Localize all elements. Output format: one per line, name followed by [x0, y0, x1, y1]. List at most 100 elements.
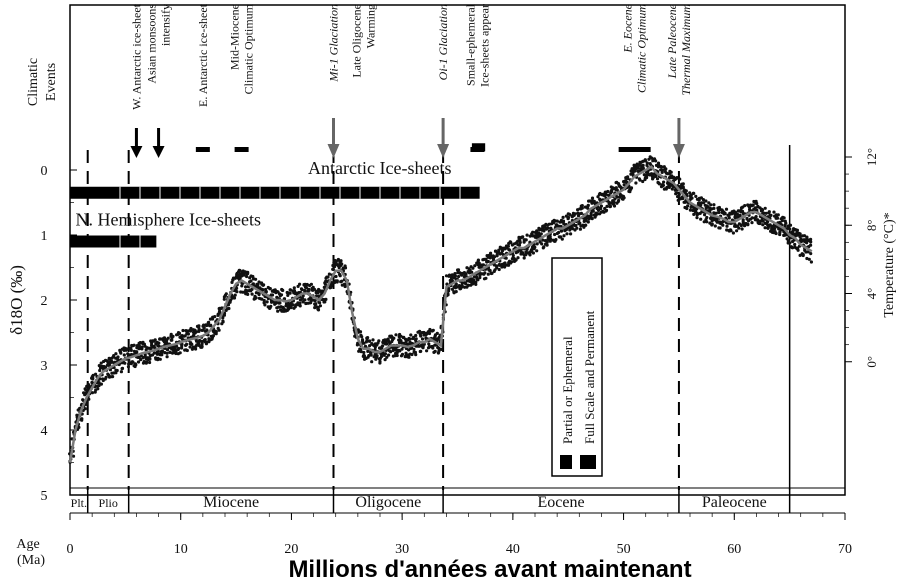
plot-frame	[69, 4, 846, 496]
data-point	[660, 165, 664, 169]
data-point	[561, 219, 566, 223]
x-tick-label: 20	[284, 542, 298, 557]
data-point	[140, 346, 144, 350]
data-point	[268, 287, 272, 291]
data-point	[389, 350, 393, 354]
data-point	[557, 230, 561, 235]
data-point	[580, 204, 584, 208]
data-point	[655, 177, 660, 181]
data-point	[214, 330, 218, 334]
data-point	[341, 266, 345, 270]
data-point	[245, 274, 249, 279]
data-point	[681, 182, 685, 186]
data-point	[213, 315, 217, 319]
data-point	[793, 242, 797, 247]
data-point	[186, 332, 190, 336]
data-point	[807, 257, 811, 261]
y2-axis-title: Temperature (°C)*	[882, 212, 897, 317]
data-point	[578, 227, 583, 231]
data-point	[368, 344, 372, 348]
data-point	[98, 368, 102, 373]
data-point	[309, 282, 313, 286]
data-point	[235, 290, 239, 294]
data-point	[190, 342, 194, 346]
data-point	[435, 331, 439, 335]
y2-tick-label: 0°	[864, 356, 879, 368]
data-point	[692, 212, 696, 216]
data-point	[677, 192, 681, 197]
data-point	[427, 342, 431, 346]
data-point	[209, 323, 213, 327]
data-point	[91, 373, 95, 377]
data-point	[334, 274, 338, 279]
data-point	[409, 333, 413, 337]
data-point	[152, 351, 156, 355]
data-point	[481, 263, 485, 267]
data-point	[315, 294, 319, 298]
data-point	[127, 358, 131, 362]
x-tick-label: 30	[395, 542, 409, 557]
data-point	[767, 210, 771, 214]
data-point	[446, 293, 450, 297]
data-point	[270, 293, 275, 297]
data-point	[145, 360, 149, 364]
y-tick-label: 0	[41, 164, 48, 179]
event-bar	[195, 147, 210, 152]
data-point	[650, 156, 654, 160]
data-point	[660, 168, 665, 172]
data-point	[713, 224, 717, 228]
data-point	[453, 272, 457, 276]
data-point	[476, 278, 480, 282]
legend-swatch	[560, 455, 572, 469]
data-point	[717, 210, 721, 215]
data-point	[560, 237, 564, 241]
data-point	[484, 276, 488, 280]
data-point	[617, 195, 622, 199]
data-point	[450, 287, 454, 291]
data-point	[598, 198, 602, 202]
legend: Partial or Ephemeral Full Scale and Perma…	[551, 257, 603, 477]
data-point	[175, 344, 179, 348]
data-point	[474, 280, 478, 284]
data-point	[681, 185, 685, 189]
data-point	[612, 200, 616, 204]
data-point	[731, 231, 736, 235]
data-point	[755, 208, 759, 212]
data-point	[340, 262, 344, 266]
data-point	[400, 347, 404, 351]
data-point	[535, 242, 539, 246]
data-point	[531, 230, 535, 234]
data-point	[288, 288, 292, 292]
data-point	[126, 365, 130, 369]
data-point	[156, 358, 160, 362]
data-point	[254, 296, 258, 300]
data-point	[723, 211, 727, 215]
data-point	[760, 208, 765, 212]
data-point	[714, 211, 718, 215]
data-point	[590, 217, 594, 221]
data-point	[323, 300, 327, 304]
legend-box	[551, 257, 603, 477]
data-point	[97, 384, 101, 388]
data-point	[286, 293, 290, 297]
data-point	[750, 216, 754, 220]
event-arrow-head	[672, 144, 685, 158]
event-arrow-head	[327, 144, 340, 158]
data-point	[168, 350, 172, 354]
data-point	[377, 339, 381, 343]
data-point	[809, 260, 814, 264]
x-axis-title: Age	[16, 537, 39, 552]
data-point	[456, 268, 461, 272]
data-point	[238, 268, 242, 273]
data-point	[277, 305, 281, 309]
data-point	[761, 219, 765, 223]
data-point	[724, 207, 729, 211]
data-point	[725, 224, 729, 228]
data-point	[645, 163, 649, 167]
legend-swatch	[580, 455, 596, 469]
data-point	[525, 233, 529, 237]
data-point	[256, 284, 260, 288]
data-point	[663, 169, 667, 174]
data-point	[495, 251, 499, 255]
